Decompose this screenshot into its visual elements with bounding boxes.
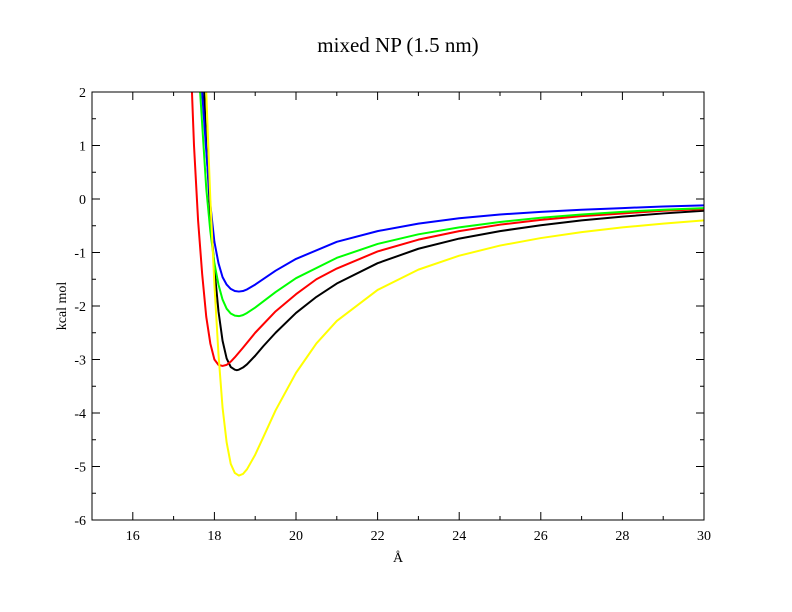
x-tick-label: 30 <box>697 529 711 544</box>
series-line-5 <box>205 92 704 477</box>
x-tick-label: 18 <box>207 529 221 544</box>
series-line-1 <box>203 92 704 372</box>
x-tick-label: 28 <box>615 529 629 544</box>
x-tick-label: 16 <box>126 529 140 544</box>
y-tick-label: -4 <box>74 407 86 422</box>
x-tick-label: 20 <box>289 529 303 544</box>
y-tick-label: 0 <box>79 193 86 208</box>
chart-title: mixed NP (1.5 nm) <box>317 33 478 57</box>
y-tick-label: -1 <box>74 247 86 262</box>
y-axis-label: kcal mol <box>55 282 70 331</box>
x-tick-label: 22 <box>371 529 385 544</box>
y-tick-label: 2 <box>79 86 86 101</box>
x-tick-label: 26 <box>534 529 548 544</box>
y-tick-label: -2 <box>74 300 86 315</box>
y-tick-label: -3 <box>74 354 86 369</box>
series-line-4 <box>201 92 704 293</box>
tick-labels-layer: 16 18 20 22 24 26 28 30 -6 -5 -4 -3 -2 -1 0 1 2 <box>74 86 711 544</box>
x-axis-label: Å <box>393 550 404 566</box>
series-layer <box>190 92 704 477</box>
plot-frame <box>91 91 705 521</box>
ticks-layer <box>91 91 705 521</box>
series-line-2 <box>190 92 704 367</box>
y-tick-label: 1 <box>79 140 86 155</box>
x-tick-label: 24 <box>452 529 466 544</box>
y-tick-label: -5 <box>74 461 86 476</box>
y-tick-label: -6 <box>74 514 86 529</box>
series-line-3 <box>199 92 704 318</box>
